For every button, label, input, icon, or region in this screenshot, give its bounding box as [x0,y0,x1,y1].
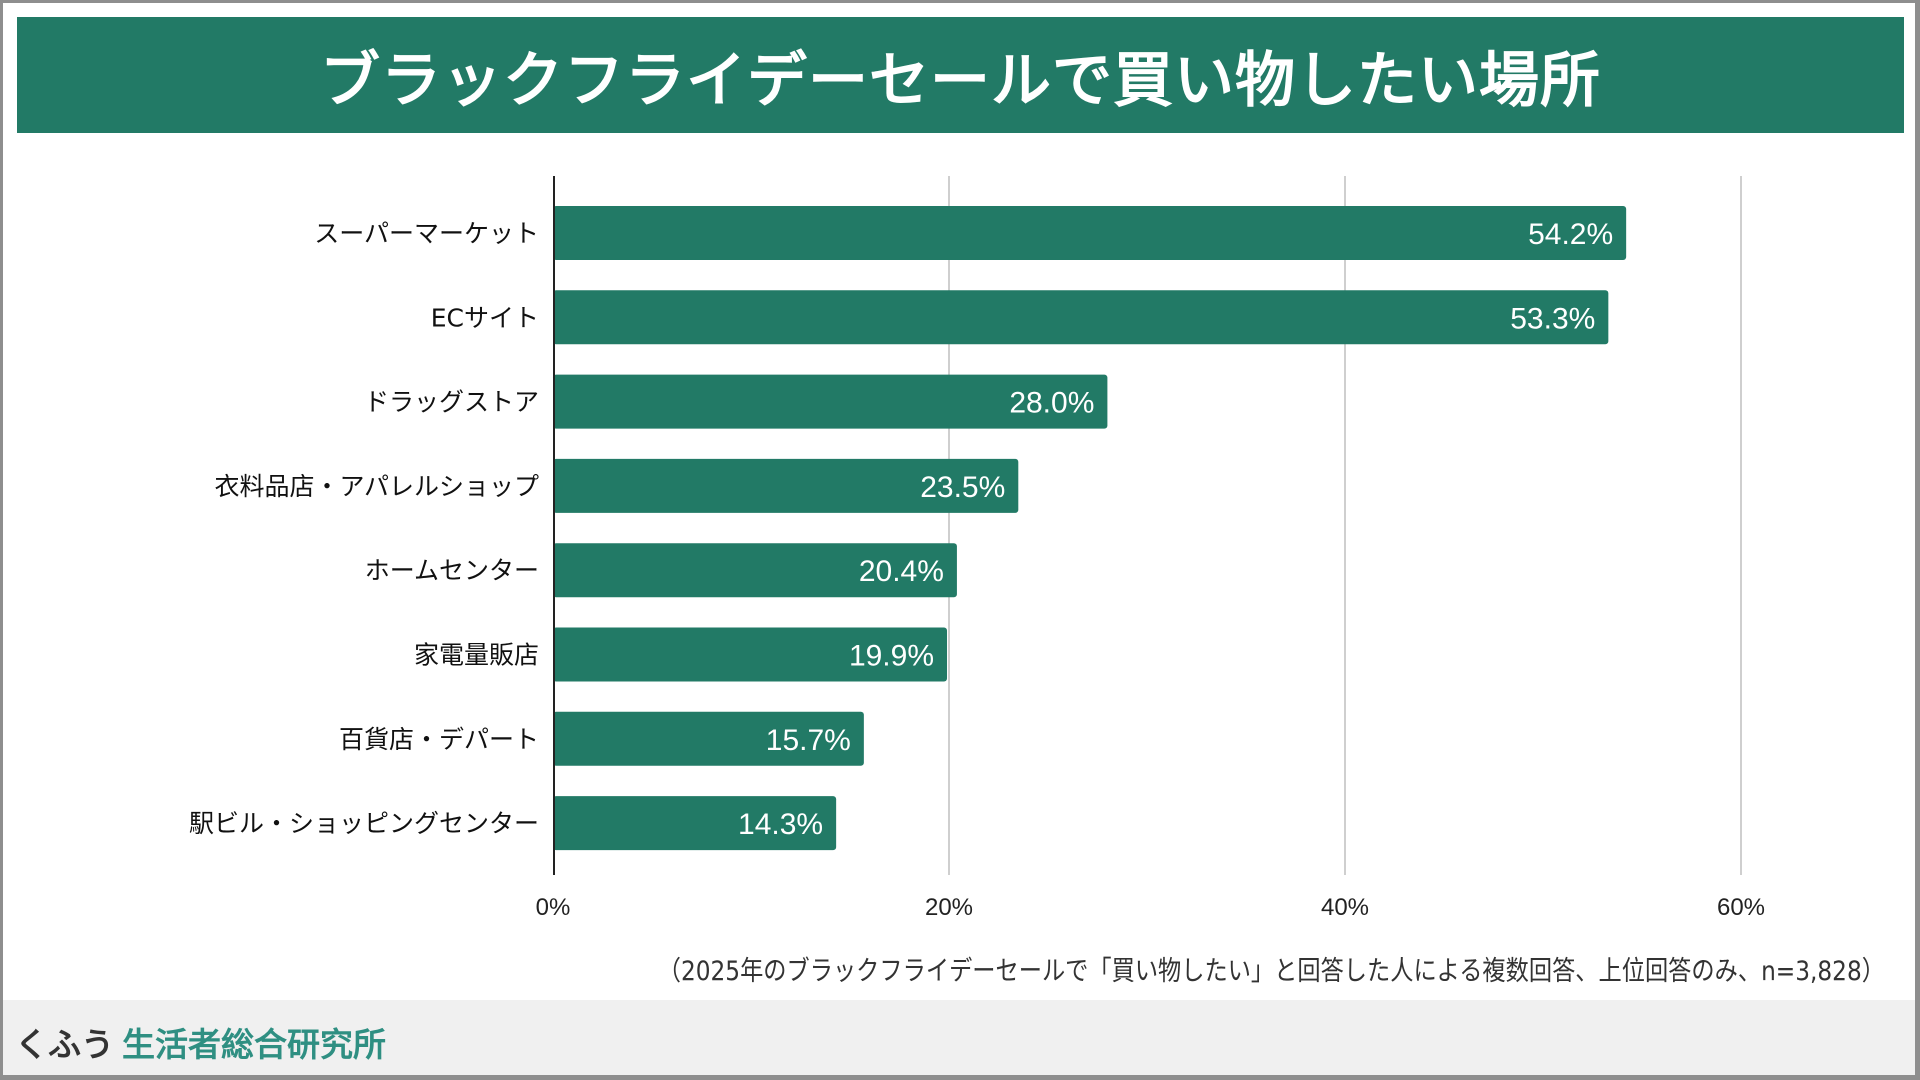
brand-institute: 生活者総合研究所 [122,1025,386,1064]
x-tick-label: 20% [925,894,973,921]
bars [553,206,1627,851]
bar-value-label: 20.4% [859,555,944,588]
bar-value-label: 23.5% [920,471,1005,504]
x-tick-label: 60% [1717,894,1765,921]
bar-value-label: 14.3% [738,808,823,841]
bar-value-label: 53.3% [1510,302,1595,335]
x-tick-label: 40% [1321,894,1369,921]
bar [553,627,948,682]
bar-value-label: 28.0% [1009,387,1094,420]
bar [553,796,837,851]
bar [553,711,864,766]
footnote: （2025年のブラックフライデーセールで「買い物したい」と回答した人による複数回… [657,956,1885,987]
category-label: 家電量販店 [414,641,539,670]
chart-title: ブラックフライデーセールで買い物したい場所 [320,45,1601,116]
bar [553,543,957,598]
category-label: スーパーマーケット [314,219,539,248]
category-label: 駅ビル・ショッピングセンター [189,809,539,838]
bar [553,458,1019,513]
bar [553,290,1609,345]
footer: くふう 生活者総合研究所 [3,1000,1915,1075]
gridlines [948,176,1742,875]
bar-chart: 0% 20% 40% 60% 54.2% スーパーマーケット 53.3% ECサイト 28.0%… [189,176,1765,921]
x-tick-label: 0% [536,894,571,921]
brand-name: くふう [15,1025,114,1064]
category-label: 百貨店・デパート [339,725,539,754]
bar-value-label: 15.7% [766,724,851,757]
bar-value-label: 54.2% [1528,218,1613,251]
labels: 0% 20% 40% 60% 54.2% スーパーマーケット 53.3% ECサイト 28.0%… [189,218,1765,921]
title-bar: ブラックフライデーセールで買い物したい場所 [17,17,1904,133]
bar-value-label: 19.9% [849,640,934,673]
bar [553,206,1627,260]
bar [553,374,1108,429]
category-label: 衣料品店・アパレルショップ [214,472,539,501]
brand-logo: くふう 生活者総合研究所 [15,1018,386,1066]
category-label: ホームセンター [365,556,539,585]
category-label: ECサイト [431,303,539,332]
category-label: ドラッグストア [364,388,539,417]
